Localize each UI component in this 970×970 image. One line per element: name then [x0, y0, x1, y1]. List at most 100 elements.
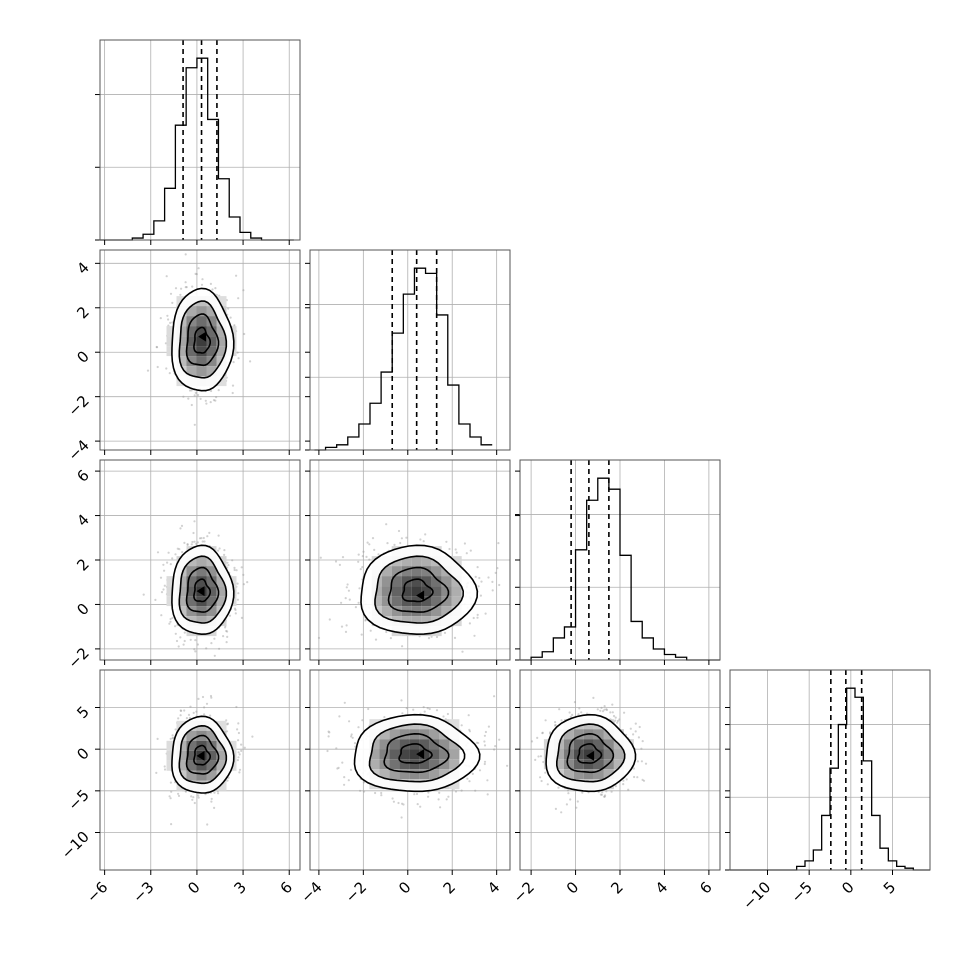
scatter-point [185, 717, 188, 720]
scatter-point [171, 301, 174, 304]
x-tick-label: 0 [395, 878, 414, 897]
density-cell [206, 750, 217, 761]
scatter-point [640, 747, 643, 750]
density-cell [593, 749, 604, 760]
x-tick-label: −5 [788, 878, 816, 906]
x-tick-label: 0 [184, 878, 203, 897]
scatter-point [240, 743, 243, 746]
density-cell [206, 576, 217, 587]
scatter-point [611, 703, 614, 706]
scatter-point [175, 639, 179, 643]
scatter-point [438, 791, 441, 794]
scatter-point [209, 401, 212, 404]
density-cell [206, 326, 217, 337]
density-cell [419, 729, 430, 740]
scatter-point [476, 616, 479, 619]
scatter-point [463, 542, 466, 545]
scatter-point [189, 638, 192, 641]
y-axis-2: −4 −2 0 2 4 [64, 258, 100, 465]
scatter-point [187, 397, 190, 400]
density-cell [206, 730, 217, 741]
scatter-point [224, 626, 227, 629]
scatter-point [483, 734, 486, 737]
scatter-point [544, 771, 547, 774]
scatter-point [599, 793, 603, 796]
hist-panel-3 [515, 459, 721, 661]
contour-line [171, 715, 235, 794]
scatter-point [341, 761, 344, 764]
density-cell [553, 749, 564, 760]
panel-frame [309, 669, 511, 871]
contour-band [171, 545, 234, 635]
x-tick-label: −6 [83, 878, 111, 906]
scatter-point [618, 718, 621, 721]
scatter-point [178, 548, 181, 551]
scatter-point [237, 722, 240, 725]
scatter-point [163, 765, 166, 768]
scatter-point [466, 777, 469, 780]
scatter-point [472, 616, 475, 620]
y-tick-label: −4 [64, 436, 92, 464]
density-cell [176, 336, 187, 347]
hist-panel-1 [95, 39, 301, 241]
scatter-point [142, 593, 145, 596]
scatter-point [243, 332, 246, 336]
scatter-point [169, 781, 172, 784]
scatter-point [196, 643, 199, 646]
contour-line [185, 313, 220, 367]
hist-panel-4 [725, 669, 931, 871]
scatter-point [453, 636, 457, 640]
scatter-point [554, 807, 558, 811]
density-cell [196, 576, 207, 587]
scatter-point [604, 794, 607, 797]
density-cell [411, 566, 422, 577]
scatter-point [251, 735, 254, 738]
density-peak [416, 749, 425, 760]
density-cell [429, 739, 440, 750]
scatter-point [217, 792, 220, 795]
scatter-point [341, 556, 345, 559]
scatter-point [476, 613, 479, 617]
scatter-point [641, 740, 644, 743]
scatter-point [413, 793, 416, 796]
scatter-point [428, 707, 431, 711]
scatter-point [160, 591, 164, 594]
scatter-point [530, 740, 534, 743]
scatter-point [351, 736, 354, 739]
scatter-point [170, 790, 173, 793]
scatter-point [226, 723, 229, 726]
scatter-point [179, 636, 182, 639]
scatter-point [237, 756, 240, 759]
scatter-point [194, 639, 197, 642]
scatter-point [397, 529, 401, 533]
scatter-point [326, 749, 329, 753]
scatter-point [166, 561, 169, 564]
scatter-point [159, 576, 163, 579]
scatter-point [185, 286, 188, 289]
x-axis-3: −2 0 2 4 6 [510, 870, 716, 906]
density-peak [196, 586, 205, 597]
density-cell [206, 346, 217, 357]
y-tick-label: 6 [73, 466, 92, 485]
scatter-point [549, 731, 552, 734]
scatter-point [493, 695, 496, 698]
scatter-point [336, 767, 339, 770]
x-tick-label: 3 [230, 878, 249, 897]
scatter-point [182, 395, 185, 398]
scatter-point [238, 771, 241, 774]
scatter-point [190, 543, 193, 546]
density-cell [186, 740, 197, 751]
scatter-point [576, 800, 579, 803]
scatter-point [359, 568, 362, 571]
scatter-point [487, 576, 490, 579]
scatter-point [401, 802, 404, 805]
scatter-point [364, 619, 367, 622]
density-cell [419, 739, 430, 750]
scatter-point [475, 741, 478, 744]
density-peak [198, 331, 207, 342]
density-cell [573, 739, 584, 750]
scatter-point [601, 710, 605, 713]
scatter-point [554, 724, 557, 727]
density-cell [431, 596, 442, 607]
x-tick-label: −10 [739, 878, 774, 913]
